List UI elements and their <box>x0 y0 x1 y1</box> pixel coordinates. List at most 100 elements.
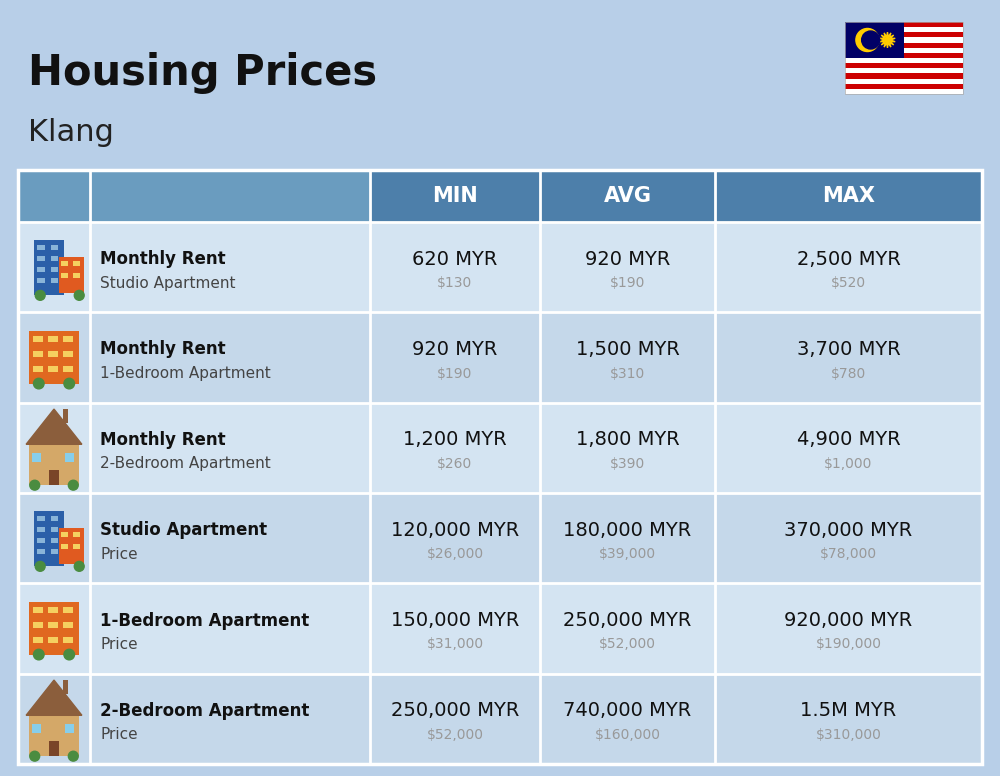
Bar <box>18 170 370 222</box>
Text: 120,000 MYR: 120,000 MYR <box>391 521 519 539</box>
Bar <box>845 22 963 94</box>
Bar <box>715 170 982 222</box>
Text: 2-Bedroom Apartment: 2-Bedroom Apartment <box>100 702 309 720</box>
Text: Monthly Rent: Monthly Rent <box>100 250 226 268</box>
Text: $190: $190 <box>437 366 473 380</box>
Bar <box>18 312 982 403</box>
Bar <box>73 272 80 278</box>
Circle shape <box>74 290 84 300</box>
Text: $160,000: $160,000 <box>594 728 660 742</box>
Text: $780: $780 <box>831 366 866 380</box>
Text: Monthly Rent: Monthly Rent <box>100 341 226 359</box>
Text: AVG: AVG <box>604 186 652 206</box>
Bar <box>34 241 64 296</box>
Bar <box>33 607 43 613</box>
Text: Housing Prices: Housing Prices <box>28 52 377 94</box>
Bar <box>61 261 68 266</box>
Text: 1,800 MYR: 1,800 MYR <box>576 431 679 449</box>
Text: 370,000 MYR: 370,000 MYR <box>784 521 913 539</box>
Polygon shape <box>26 409 82 445</box>
Bar <box>37 244 45 251</box>
Bar <box>845 84 963 89</box>
Bar <box>51 549 58 554</box>
Text: 920 MYR: 920 MYR <box>585 250 670 268</box>
Bar <box>49 469 59 485</box>
Text: 250,000 MYR: 250,000 MYR <box>391 702 519 720</box>
Text: MAX: MAX <box>822 186 875 206</box>
Bar <box>49 740 59 756</box>
Circle shape <box>74 561 84 571</box>
Text: $520: $520 <box>831 276 866 290</box>
Bar <box>61 532 68 537</box>
Text: 1.5M MYR: 1.5M MYR <box>800 702 897 720</box>
Bar <box>37 516 45 521</box>
Bar <box>18 584 982 674</box>
Bar <box>845 33 963 37</box>
Text: Klang: Klang <box>28 118 114 147</box>
Bar <box>18 403 982 493</box>
Bar <box>48 607 58 613</box>
Bar <box>18 493 982 584</box>
Text: 920,000 MYR: 920,000 MYR <box>784 611 913 630</box>
Bar <box>37 278 45 283</box>
Text: $390: $390 <box>610 457 645 471</box>
Bar <box>51 256 58 262</box>
Circle shape <box>30 751 40 761</box>
Text: 4,900 MYR: 4,900 MYR <box>797 431 900 449</box>
Bar <box>63 607 73 613</box>
Bar <box>37 527 45 532</box>
Bar <box>73 532 80 537</box>
Bar <box>845 53 963 58</box>
Text: $39,000: $39,000 <box>599 547 656 561</box>
Bar <box>34 511 64 566</box>
Bar <box>845 43 963 47</box>
Bar <box>845 37 963 43</box>
Bar <box>51 244 58 251</box>
Bar <box>51 278 58 283</box>
Circle shape <box>64 650 75 660</box>
Text: Studio Apartment: Studio Apartment <box>100 521 267 539</box>
Bar <box>37 267 45 272</box>
Bar <box>29 445 79 485</box>
Bar <box>18 170 982 764</box>
Bar <box>845 27 963 33</box>
Bar <box>845 74 963 78</box>
Bar <box>59 528 84 564</box>
Text: Monthly Rent: Monthly Rent <box>100 431 226 449</box>
Bar <box>32 453 41 462</box>
Bar <box>37 256 45 262</box>
Bar <box>51 516 58 521</box>
Text: 2-Bedroom Apartment: 2-Bedroom Apartment <box>100 456 271 471</box>
Text: $52,000: $52,000 <box>426 728 484 742</box>
Bar <box>33 636 43 643</box>
Bar <box>33 622 43 628</box>
Bar <box>37 549 45 554</box>
Text: $1,000: $1,000 <box>824 457 873 471</box>
Text: $190: $190 <box>610 276 645 290</box>
Bar <box>18 222 982 312</box>
Text: 250,000 MYR: 250,000 MYR <box>563 611 692 630</box>
Circle shape <box>35 561 45 571</box>
Bar <box>61 272 68 278</box>
Text: 620 MYR: 620 MYR <box>412 250 498 268</box>
Circle shape <box>68 751 78 761</box>
Bar <box>73 261 80 266</box>
Bar <box>845 22 904 58</box>
Text: $260: $260 <box>437 457 473 471</box>
Bar <box>845 89 963 94</box>
Text: 150,000 MYR: 150,000 MYR <box>391 611 519 630</box>
Bar <box>845 68 963 74</box>
Bar <box>51 267 58 272</box>
Text: $26,000: $26,000 <box>426 547 484 561</box>
Bar <box>33 365 43 372</box>
Bar <box>18 674 982 764</box>
Bar <box>73 544 80 549</box>
Bar <box>59 257 84 293</box>
Bar <box>29 331 79 383</box>
Bar <box>63 636 73 643</box>
Bar <box>63 680 68 695</box>
Bar <box>63 336 73 342</box>
Bar <box>48 636 58 643</box>
Text: $190,000: $190,000 <box>816 638 882 652</box>
Text: $78,000: $78,000 <box>820 547 877 561</box>
